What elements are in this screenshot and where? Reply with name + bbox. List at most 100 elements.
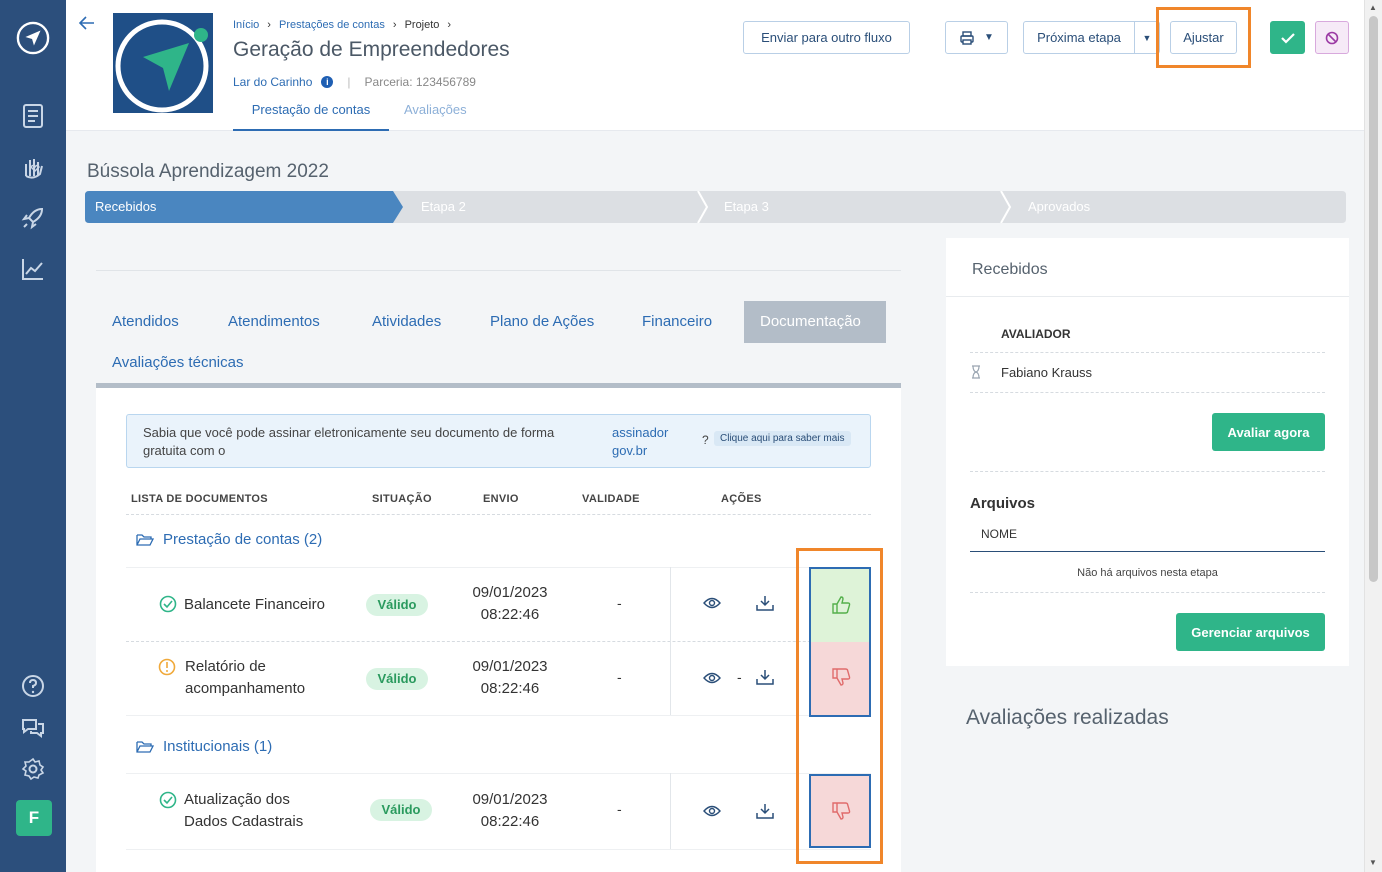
step-etapa3[interactable]: Etapa 3: [724, 199, 769, 214]
folder-open-icon: [136, 740, 154, 753]
tab-avaliacoes-tecnicas[interactable]: Avaliações técnicas: [112, 354, 244, 371]
scroll-down-icon[interactable]: ▼: [1369, 858, 1377, 867]
hand-heart-icon[interactable]: [16, 150, 50, 184]
project-logo: [113, 13, 213, 113]
hourglass-icon: [972, 365, 980, 379]
evaluate-now-button[interactable]: Avaliar agora: [1212, 413, 1325, 451]
adjust-button[interactable]: Ajustar: [1170, 21, 1237, 54]
approve-button[interactable]: [1270, 21, 1305, 54]
reject-doc-button[interactable]: [809, 774, 871, 848]
tab-prestacao[interactable]: Prestação de contas: [233, 102, 389, 131]
table-row: Balancete Financeiro Válido 09/01/2023 0…: [126, 567, 871, 641]
tab-atividades[interactable]: Atividades: [372, 313, 442, 330]
send-date: 09/01/2023: [472, 791, 548, 808]
divider: [970, 592, 1325, 593]
evaluator-name: Fabiano Krauss: [1001, 365, 1093, 380]
tab-atendimentos[interactable]: Atendimentos: [228, 313, 320, 330]
group-prestacao[interactable]: Prestação de contas (2): [136, 531, 322, 548]
assinador-link[interactable]: assinador gov.br: [612, 425, 669, 458]
active-tab-bg: [744, 301, 886, 343]
tab-plano-acoes[interactable]: Plano de Ações: [490, 313, 595, 330]
thumbs-down-icon: [832, 668, 851, 686]
group-label: Institucionais (1): [163, 738, 273, 755]
caret-down-icon: ▼: [1142, 32, 1152, 43]
col-documents: LISTA DE DOCUMENTOS: [131, 493, 268, 505]
eye-icon[interactable]: [703, 804, 721, 818]
warning-circle-icon: [158, 658, 176, 676]
status-badge: Válido: [366, 594, 428, 616]
status-badge: Válido: [370, 799, 432, 821]
chart-icon[interactable]: [16, 252, 50, 286]
tab-financeiro[interactable]: Financeiro: [642, 313, 713, 330]
document-name[interactable]: Atualização dos Dados Cadastrais: [184, 791, 304, 830]
tab-avaliacoes[interactable]: Avaliações: [404, 102, 467, 117]
chat-icon[interactable]: [16, 711, 50, 745]
document-name[interactable]: Relatório de acompanhamento: [185, 658, 306, 697]
document-icon[interactable]: [16, 99, 50, 133]
approve-doc-button[interactable]: [809, 567, 871, 642]
manage-files-button[interactable]: Gerenciar arquivos: [1176, 613, 1325, 651]
tab-atendidos[interactable]: Atendidos: [112, 313, 179, 330]
chevron-down-icon: ▼: [984, 32, 994, 43]
app-logo-icon[interactable]: [16, 21, 50, 55]
scroll-thumb[interactable]: [1369, 16, 1378, 582]
download-icon[interactable]: [756, 669, 774, 685]
status-badge: Válido: [366, 668, 428, 690]
files-empty: Não há arquivos nesta etapa: [1077, 567, 1218, 579]
step-aprovados[interactable]: Aprovados: [1028, 199, 1091, 214]
breadcrumb-prestacoes[interactable]: Prestações de contas: [279, 19, 385, 31]
org-link[interactable]: Lar do Carinho: [233, 75, 313, 89]
col-acoes: AÇÕES: [721, 493, 762, 505]
rocket-icon[interactable]: [16, 201, 50, 235]
send-time: 08:22:46: [480, 813, 540, 830]
divider: [126, 773, 871, 774]
help-icon[interactable]: [16, 669, 50, 703]
question-mark: ?: [702, 433, 709, 447]
step-etapa2[interactable]: Etapa 2: [421, 199, 466, 214]
documents-panel: [96, 388, 901, 872]
send-time: 08:22:46: [480, 606, 540, 623]
eye-icon[interactable]: [703, 671, 721, 685]
next-step-dropdown[interactable]: ▼: [1134, 21, 1160, 54]
step-recebidos[interactable]: Recebidos: [95, 199, 157, 214]
divider: [126, 567, 871, 568]
breadcrumb: Início › Prestações de contas › Projeto ›: [233, 19, 452, 31]
help-link[interactable]: Clique aqui para saber mais: [714, 431, 851, 446]
send-flow-button[interactable]: Enviar para outro fluxo: [743, 21, 910, 54]
files-col-name: NOME: [981, 527, 1017, 541]
tab-documentacao[interactable]: Documentação: [760, 313, 861, 330]
breadcrumb-home[interactable]: Início: [233, 19, 260, 31]
info-icon[interactable]: i: [321, 76, 334, 88]
send-date: 09/01/2023: [472, 584, 548, 601]
settings-icon[interactable]: [16, 752, 50, 786]
stage-card: Recebidos AVALIADOR Fabiano Krauss Avali…: [946, 238, 1349, 666]
next-step-button[interactable]: Próxima etapa: [1023, 21, 1135, 54]
col-situacao: SITUAÇÃO: [372, 493, 432, 505]
evaluations-title: Avaliações realizadas: [966, 706, 1169, 729]
reject-doc-button[interactable]: [809, 642, 871, 717]
back-arrow-icon[interactable]: [78, 14, 96, 37]
divider: [126, 514, 871, 515]
printer-icon: [960, 30, 974, 45]
eye-icon[interactable]: [703, 596, 721, 610]
scroll-up-icon[interactable]: ▲: [1369, 3, 1377, 12]
divider: [670, 567, 671, 641]
download-icon[interactable]: [756, 803, 774, 819]
scrollbar[interactable]: ▲ ▼: [1364, 0, 1382, 872]
thumbs-down-icon: [832, 802, 851, 820]
card-title: Recebidos: [972, 261, 1048, 278]
document-name[interactable]: Balancete Financeiro: [184, 596, 325, 613]
col-validade: VALIDADE: [582, 493, 640, 505]
col-envio: ENVIO: [483, 493, 519, 505]
download-icon[interactable]: [756, 595, 774, 611]
divider: [126, 849, 871, 850]
validity: -: [617, 801, 622, 817]
divider: [970, 352, 1325, 353]
reject-button[interactable]: [1315, 21, 1349, 54]
divider: [970, 392, 1325, 393]
print-button[interactable]: ▼: [945, 21, 1008, 54]
breadcrumb-projeto[interactable]: Projeto: [404, 19, 440, 31]
check-circle-icon: [159, 791, 177, 809]
user-avatar[interactable]: F: [16, 800, 52, 836]
group-institucionais[interactable]: Institucionais (1): [136, 738, 272, 755]
